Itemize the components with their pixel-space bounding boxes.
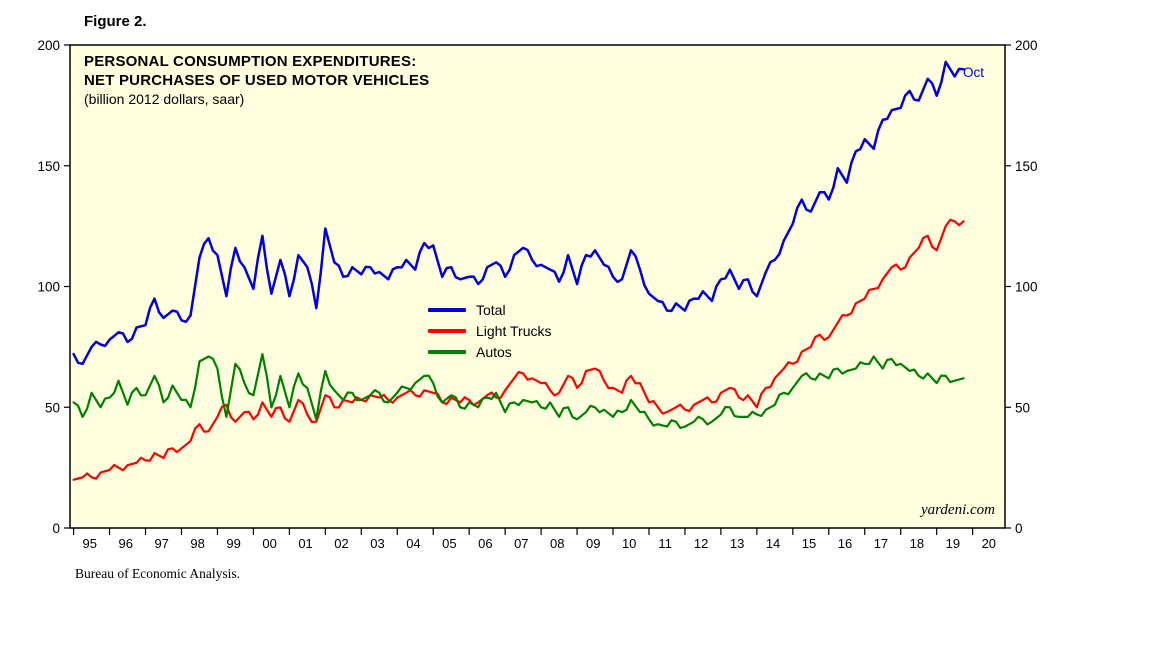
- svg-text:0: 0: [52, 521, 60, 536]
- svg-text:16: 16: [838, 536, 852, 551]
- chart-subtitle: (billion 2012 dollars, saar): [84, 91, 245, 107]
- svg-text:10: 10: [622, 536, 636, 551]
- svg-text:96: 96: [119, 536, 133, 551]
- svg-text:20: 20: [982, 536, 996, 551]
- legend-label-total: Total: [476, 301, 506, 318]
- svg-text:150: 150: [37, 159, 60, 174]
- figure-label: Figure 2.: [84, 13, 147, 30]
- svg-text:01: 01: [298, 536, 312, 551]
- svg-text:99: 99: [226, 536, 240, 551]
- svg-text:05: 05: [442, 536, 456, 551]
- legend-swatch-total: [428, 307, 466, 312]
- svg-text:50: 50: [45, 400, 60, 415]
- svg-text:00: 00: [262, 536, 276, 551]
- legend-item-light-trucks: Light Trucks: [428, 320, 551, 341]
- svg-text:03: 03: [370, 536, 384, 551]
- svg-text:100: 100: [1015, 280, 1038, 295]
- svg-text:97: 97: [154, 536, 168, 551]
- source-note: Bureau of Economic Analysis.: [75, 566, 240, 581]
- legend-label-autos: Autos: [476, 343, 512, 360]
- svg-text:200: 200: [1015, 38, 1038, 53]
- svg-text:08: 08: [550, 536, 564, 551]
- chart-title-block: PERSONAL CONSUMPTION EXPENDITURES: NET P…: [84, 52, 429, 109]
- legend-item-autos: Autos: [428, 341, 551, 362]
- svg-text:0: 0: [1015, 521, 1023, 536]
- svg-text:100: 100: [37, 280, 60, 295]
- svg-text:14: 14: [766, 536, 780, 551]
- svg-text:11: 11: [658, 536, 672, 551]
- legend-swatch-light-trucks: [428, 328, 466, 333]
- svg-text:95: 95: [83, 536, 97, 551]
- svg-text:19: 19: [946, 536, 960, 551]
- svg-text:06: 06: [478, 536, 492, 551]
- svg-text:98: 98: [190, 536, 204, 551]
- legend-item-total: Total: [428, 299, 551, 320]
- series-end-annotation: Oct: [963, 65, 985, 80]
- svg-text:13: 13: [730, 536, 744, 551]
- watermark: yardeni.com: [920, 502, 995, 518]
- chart-title-line2: NET PURCHASES OF USED MOTOR VEHICLES: [84, 72, 430, 89]
- svg-text:12: 12: [694, 536, 708, 551]
- svg-text:07: 07: [514, 536, 528, 551]
- svg-text:200: 200: [37, 38, 60, 53]
- svg-text:15: 15: [802, 536, 816, 551]
- chart-title-line1: PERSONAL CONSUMPTION EXPENDITURES:: [84, 53, 417, 70]
- svg-text:150: 150: [1015, 159, 1038, 174]
- svg-text:04: 04: [406, 536, 420, 551]
- legend-swatch-autos: [428, 349, 466, 354]
- svg-text:02: 02: [334, 536, 348, 551]
- chart-legend: Total Light Trucks Autos: [428, 299, 551, 362]
- svg-text:09: 09: [586, 536, 600, 551]
- svg-text:17: 17: [874, 536, 888, 551]
- legend-label-light-trucks: Light Trucks: [476, 322, 552, 339]
- svg-text:18: 18: [910, 536, 924, 551]
- svg-text:50: 50: [1015, 400, 1030, 415]
